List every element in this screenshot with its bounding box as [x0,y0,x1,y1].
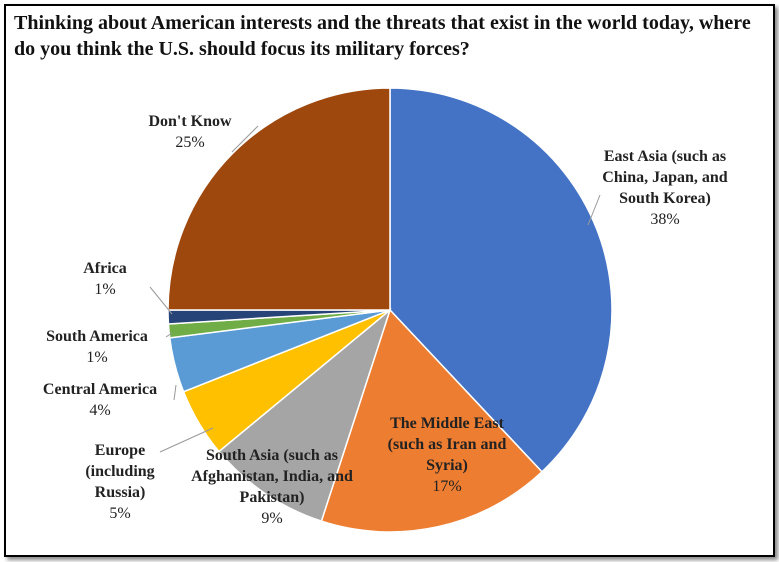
slice-label: Europe (including Russia) 5% [68,440,173,524]
value-label: 1% [86,349,108,366]
category-label: South Asia (such as Afghanistan, India, … [191,447,353,506]
leader-line [173,384,177,401]
category-label: Europe (including Russia) [85,442,155,501]
value-label: 9% [261,510,283,527]
slice-label: South America 1% [22,326,172,368]
slice-label: East Asia (such as China, Japan, and Sou… [598,146,733,230]
chart-title: Thinking about American interests and th… [14,12,751,60]
value-label: 5% [109,505,131,522]
pie-slice [389,87,613,473]
category-label: Don't Know [148,113,232,130]
pie-slice [167,87,391,311]
category-label: East Asia (such as China, Japan, and Sou… [602,148,728,207]
leader-line [159,427,214,453]
slice-label: Central America 4% [20,379,180,421]
leader-line [165,332,173,338]
value-label: 17% [432,478,462,495]
category-label: The Middle East (such as Iran and Syria) [387,415,507,474]
slice-label: Don't Know 25% [130,111,250,153]
slice-label: Africa 1% [65,258,145,300]
leader-line [149,286,173,315]
slice-label: South Asia (such as Afghanistan, India, … [182,445,362,529]
leader-line [231,125,259,153]
category-label: Africa [83,260,127,277]
pie-slice [217,307,392,523]
value-label: 38% [650,211,680,228]
category-label: Central America [42,381,158,398]
value-label: 1% [94,281,116,298]
value-label: 4% [89,402,111,419]
category-label: South America [46,328,148,345]
pie-slice [320,308,544,533]
slice-label: The Middle East (such as Iran and Syria)… [382,413,512,497]
leader-line [587,194,601,226]
value-label: 25% [175,134,205,151]
